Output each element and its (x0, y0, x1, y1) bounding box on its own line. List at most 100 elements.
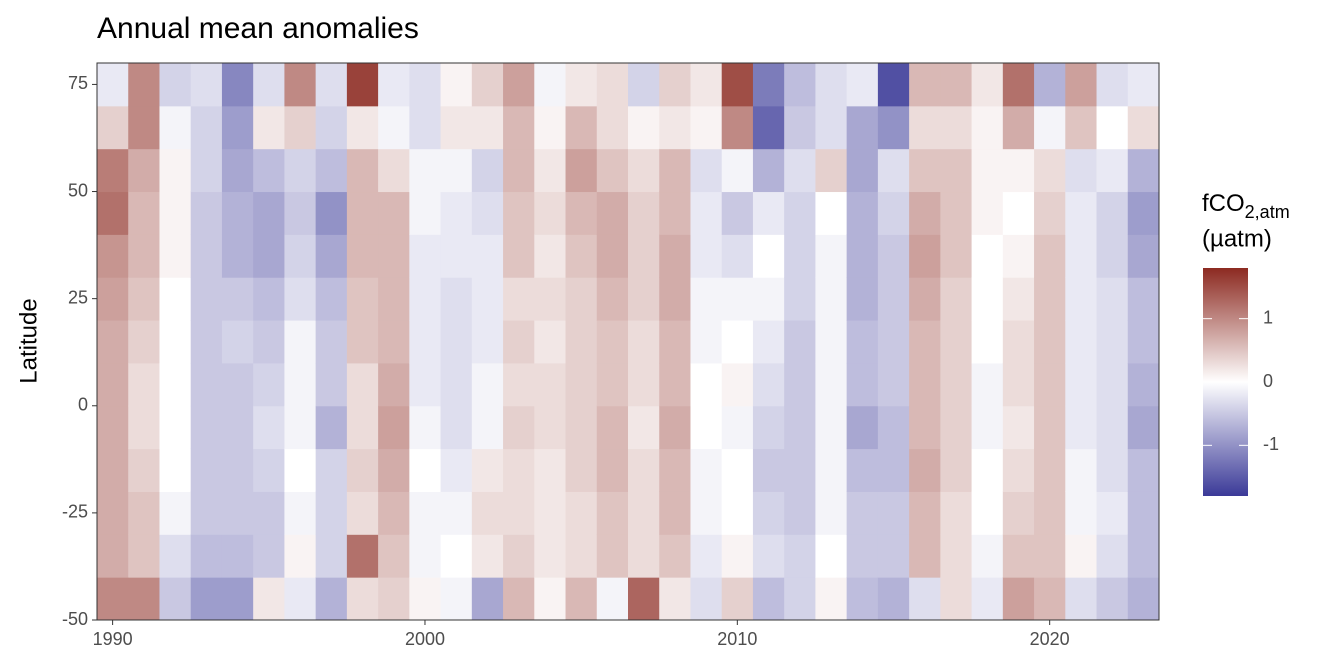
y-tick-label: 0 (78, 395, 88, 415)
cell (503, 148, 535, 193)
cell (97, 577, 129, 621)
cell (409, 277, 442, 321)
cell (752, 320, 785, 364)
cell (846, 405, 879, 450)
cell (315, 191, 348, 235)
cell (440, 191, 473, 235)
cell (534, 534, 567, 578)
cell (190, 234, 223, 278)
cell (690, 491, 723, 535)
y-tick-label: -25 (62, 502, 88, 522)
cell (784, 105, 816, 150)
cell (1002, 448, 1035, 492)
cell (659, 534, 691, 578)
cell (940, 405, 973, 450)
cell (909, 105, 941, 150)
cell (628, 191, 660, 235)
cell (815, 277, 848, 321)
cell (565, 277, 598, 321)
legend-unit: (µatm) (1202, 225, 1272, 252)
cell (846, 448, 879, 492)
cell (128, 448, 160, 492)
y-tick-label: 50 (68, 180, 88, 200)
cell (534, 191, 567, 235)
cell (846, 105, 879, 150)
cell (815, 405, 848, 450)
cell (159, 105, 192, 150)
cell (440, 63, 473, 107)
cell (815, 448, 848, 492)
cell (628, 362, 660, 407)
cell (721, 277, 754, 321)
cell (471, 105, 504, 150)
cell (346, 63, 379, 107)
cell (128, 577, 160, 621)
cell (190, 63, 223, 107)
cell (315, 234, 348, 278)
cell (659, 277, 691, 321)
cell (752, 491, 785, 535)
cell (159, 234, 192, 278)
cell (784, 491, 816, 535)
cell (378, 277, 410, 321)
cell (1065, 191, 1098, 235)
cell (971, 320, 1004, 364)
cell (659, 362, 691, 407)
cell (565, 320, 598, 364)
cell (471, 362, 504, 407)
cell (284, 405, 317, 450)
cell (253, 105, 285, 150)
cell (190, 277, 223, 321)
cell (1002, 405, 1035, 450)
cell (596, 63, 629, 107)
cell (346, 148, 379, 193)
cell (190, 405, 223, 450)
cell (315, 362, 348, 407)
cell (877, 191, 910, 235)
y-axis-label: Latitude (15, 298, 42, 383)
cell (284, 148, 317, 193)
cell (378, 105, 410, 150)
cell (628, 534, 660, 578)
cell (534, 234, 567, 278)
cell (1096, 148, 1129, 193)
cell (378, 362, 410, 407)
cell (503, 63, 535, 107)
cell (877, 320, 910, 364)
cell (596, 448, 629, 492)
cell (565, 577, 598, 621)
y-tick-label: 75 (68, 73, 88, 93)
cell (534, 148, 567, 193)
cell (97, 277, 129, 321)
cell (253, 362, 285, 407)
cell (534, 320, 567, 364)
cell (752, 577, 785, 621)
cell (409, 148, 442, 193)
cell (503, 191, 535, 235)
cell (815, 63, 848, 107)
cell (284, 277, 317, 321)
cell (503, 362, 535, 407)
cell (721, 405, 754, 450)
cell (284, 362, 317, 407)
cell (1127, 320, 1160, 364)
cell (534, 491, 567, 535)
cell (628, 105, 660, 150)
cell (440, 148, 473, 193)
cell (346, 277, 379, 321)
cell (628, 448, 660, 492)
cell (752, 277, 785, 321)
y-tick-label: -50 (62, 609, 88, 629)
cell (97, 320, 129, 364)
cell (315, 491, 348, 535)
cell (1065, 448, 1098, 492)
cell (159, 277, 192, 321)
cell (159, 577, 192, 621)
cell (659, 448, 691, 492)
cell (940, 577, 973, 621)
cell (221, 63, 254, 107)
cell (846, 191, 879, 235)
cell (1002, 362, 1035, 407)
cell (378, 405, 410, 450)
cell (534, 105, 567, 150)
